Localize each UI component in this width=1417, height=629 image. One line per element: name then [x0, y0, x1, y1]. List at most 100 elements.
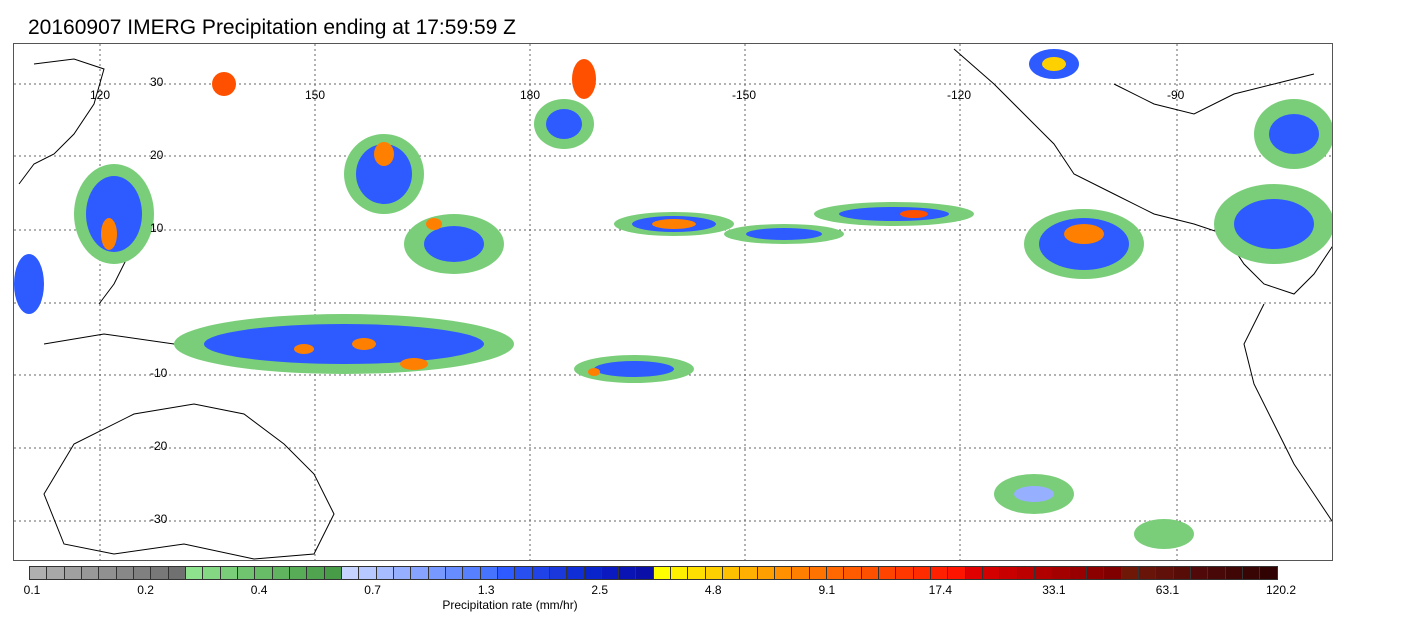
colorbar-cell: [757, 567, 776, 579]
colorbar-cell: [1156, 567, 1174, 579]
colorbar-tick-label: 2.5: [591, 583, 609, 597]
colorbar-cell: [844, 567, 862, 579]
colorbar-cell: [185, 567, 204, 579]
colorbar-cell: [1017, 567, 1036, 579]
colorbar-cell: [809, 567, 828, 579]
map-canvas: 120 150 180 -150 -120 -90 30 20 10 -10 -…: [14, 44, 1332, 560]
graticule: [14, 44, 1332, 560]
colorbar-cell: [619, 567, 637, 579]
colorbar-cell: [861, 567, 880, 579]
colorbar-cell: [393, 567, 412, 579]
colorbar-label: Precipitation rate (mm/hr): [442, 598, 578, 612]
colorbar-cell: [30, 567, 48, 579]
colorbar-cell: [827, 567, 845, 579]
colorbar-cell: [671, 567, 689, 579]
colorbar-cell: [324, 567, 342, 579]
precip-ITCZ-east: [614, 49, 1332, 279]
lon-label: -90: [1167, 88, 1185, 102]
colorbar-cell: [1260, 567, 1277, 579]
colorbar-cell: [567, 567, 585, 579]
lat-label: 10: [150, 221, 164, 235]
colorbar-cell: [411, 567, 429, 579]
colorbar-cell: [705, 567, 724, 579]
colorbar-cell: [341, 567, 360, 579]
colorbar-cell: [445, 567, 464, 579]
colorbar-cell: [740, 567, 758, 579]
colorbar-cell: [1173, 567, 1191, 579]
lat-label: -20: [150, 439, 168, 453]
colorbar-tick-label: 4.8: [704, 583, 722, 597]
map-title: 20160907 IMERG Precipitation ending at 1…: [28, 16, 516, 39]
colorbar-cell: [549, 567, 568, 579]
colorbar-cell: [237, 567, 256, 579]
colorbar-tick-label: 0.1: [23, 583, 41, 597]
colorbar-cell: [653, 567, 672, 579]
colorbar-cell: [965, 567, 984, 579]
lon-label: 120: [90, 88, 110, 102]
colorbar-cell: [255, 567, 273, 579]
colorbar-cell: [99, 567, 117, 579]
colorbar-cell: [168, 567, 186, 579]
colorbar-cell: [913, 567, 932, 579]
colorbar-tick-label: 9.1: [818, 583, 836, 597]
colorbar-cell: [1121, 567, 1139, 579]
colorbar-tick-label: 17.4: [928, 583, 953, 597]
colorbar-tick-label: 120.2: [1265, 583, 1297, 597]
colorbar-cell: [463, 567, 481, 579]
colorbar-cell: [151, 567, 169, 579]
colorbar-cell: [272, 567, 290, 579]
colorbar-cell: [1139, 567, 1157, 579]
colorbar-cell: [636, 567, 654, 579]
lon-label: 180: [520, 88, 540, 102]
colorbar-cell: [879, 567, 897, 579]
colorbar: [29, 566, 1278, 580]
precipitation-map: 120 150 180 -150 -120 -90 30 20 10 -10 -…: [13, 43, 1333, 561]
colorbar-cell: [1225, 567, 1243, 579]
colorbar-cell: [1208, 567, 1226, 579]
colorbar-tick-label: 0.2: [137, 583, 154, 597]
colorbar-cell: [289, 567, 308, 579]
precip-SPCZ: [174, 314, 1194, 549]
colorbar-cell: [792, 567, 810, 579]
longitude-labels: 120 150 180 -150 -120 -90: [90, 88, 1185, 102]
colorbar-cell: [896, 567, 914, 579]
colorbar-cell: [601, 567, 620, 579]
lat-label: -30: [150, 512, 168, 526]
colorbar-cell: [376, 567, 394, 579]
colorbar-cell: [359, 567, 377, 579]
coastlines: [18, 48, 1332, 560]
colorbar-cell: [931, 567, 949, 579]
colorbar-cell: [1087, 567, 1105, 579]
colorbar-cell: [480, 567, 498, 579]
colorbar-cell: [428, 567, 446, 579]
colorbar-cell: [497, 567, 516, 579]
colorbar-cell: [133, 567, 152, 579]
colorbar-cell: [64, 567, 82, 579]
lat-label: 30: [150, 75, 164, 89]
colorbar-cell: [688, 567, 706, 579]
colorbar-cell: [515, 567, 533, 579]
colorbar-cell: [948, 567, 966, 579]
lat-label: -10: [150, 366, 168, 380]
colorbar-tick-label: 63.1: [1155, 583, 1180, 597]
colorbar-cell: [1242, 567, 1261, 579]
colorbar-cell: [1069, 567, 1088, 579]
precip-west-pacific: [14, 59, 596, 314]
colorbar-cell: [983, 567, 1001, 579]
colorbar-cell: [723, 567, 741, 579]
colorbar-cell: [775, 567, 793, 579]
lon-label: -120: [947, 88, 971, 102]
colorbar-tick-label: 1.3: [477, 583, 495, 597]
lon-label: 150: [305, 88, 325, 102]
colorbar-cell: [47, 567, 65, 579]
colorbar-cell: [532, 567, 550, 579]
lon-label: -150: [732, 88, 756, 102]
colorbar-cell: [1000, 567, 1018, 579]
colorbar-tick-label: 0.7: [364, 583, 381, 597]
latitude-labels: 30 20 10 -10 -20 -30: [150, 75, 168, 526]
colorbar-cell: [1104, 567, 1122, 579]
colorbar-cell: [203, 567, 221, 579]
colorbar-cell: [1190, 567, 1209, 579]
colorbar-cell: [1052, 567, 1070, 579]
lat-label: 20: [150, 148, 164, 162]
